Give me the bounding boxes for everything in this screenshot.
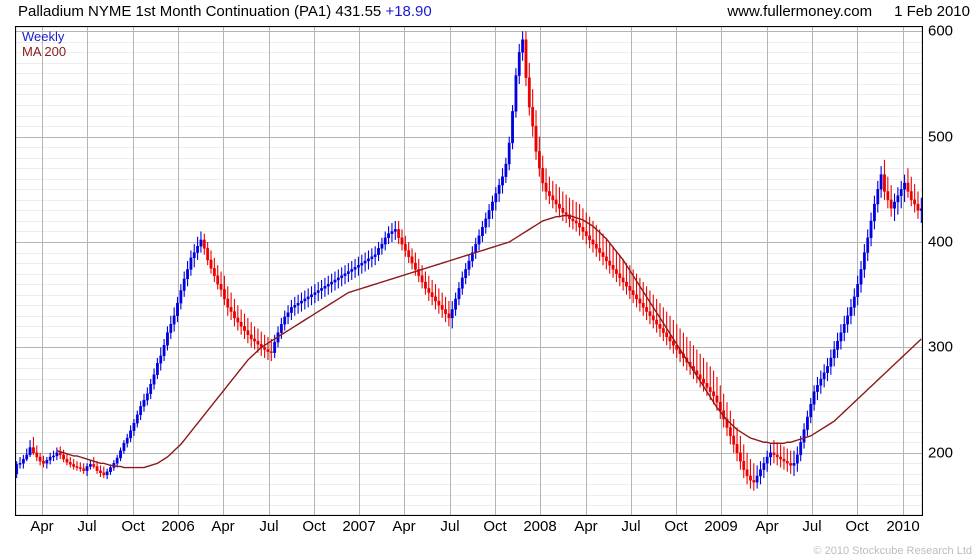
x-axis-tick: Oct: [664, 518, 688, 535]
x-axis-tick: Apr: [755, 518, 779, 535]
candlestick-series[interactable]: [15, 31, 923, 491]
x-axis-tick: 2009: [704, 518, 738, 535]
x-axis-tick: Oct: [302, 518, 326, 535]
x-axis-tick: Apr: [392, 518, 416, 535]
chart-header: Palladium NYME 1st Month Continuation (P…: [0, 0, 980, 26]
page-title: Palladium NYME 1st Month Continuation (P…: [18, 3, 432, 20]
x-axis-tick: Oct: [845, 518, 869, 535]
x-axis-tick: Jul: [802, 518, 822, 535]
y-axis-tick: 400: [928, 233, 954, 251]
copyright-notice: © 2010 Stockcube Research Ltd: [813, 545, 972, 557]
x-axis-tick: 2007: [342, 518, 376, 535]
plot-area[interactable]: [15, 26, 923, 516]
x-axis-tick: Apr: [30, 518, 54, 535]
plot-border: [15, 26, 923, 516]
x-axis-tick: Jul: [440, 518, 460, 535]
instrument-name: Palladium NYME 1st Month Continuation (P…: [18, 3, 332, 20]
chart-date: 1 Feb 2010: [894, 3, 970, 20]
vertical-gridlines: [42, 26, 904, 516]
y-axis-labels: 200 300 400 500 600: [928, 22, 980, 516]
x-axis-tick: 2010: [886, 518, 920, 535]
x-axis-tick: 2006: [161, 518, 195, 535]
x-axis-tick: Jul: [77, 518, 97, 535]
y-axis-tick: 500: [928, 128, 954, 146]
x-axis-tick: Oct: [121, 518, 145, 535]
x-axis-tick: Apr: [211, 518, 235, 535]
x-axis-labels: Apr Jul Oct 2006 Apr Jul Oct 2007 Apr Jul Oct 2008 A…: [15, 518, 923, 540]
x-axis-tick: Jul: [621, 518, 641, 535]
header-right: www.fullermoney.com 1 Feb 2010: [727, 3, 970, 20]
price-change: +18.90: [385, 3, 432, 20]
y-axis-tick: 600: [928, 22, 954, 40]
y-axis-tick: 200: [928, 444, 954, 462]
x-axis-tick: Apr: [574, 518, 598, 535]
minor-gridlines: [15, 42, 923, 506]
last-price: 431.55: [335, 3, 382, 20]
x-axis-tick: Oct: [483, 518, 507, 535]
x-axis-tick: 2008: [523, 518, 557, 535]
major-gridlines: [15, 31, 923, 454]
website-link[interactable]: www.fullermoney.com: [727, 3, 873, 20]
x-axis-tick: Jul: [259, 518, 279, 535]
price-chart-svg[interactable]: [15, 26, 923, 516]
ma200-line: [56, 214, 922, 469]
y-axis-tick: 300: [928, 338, 954, 356]
